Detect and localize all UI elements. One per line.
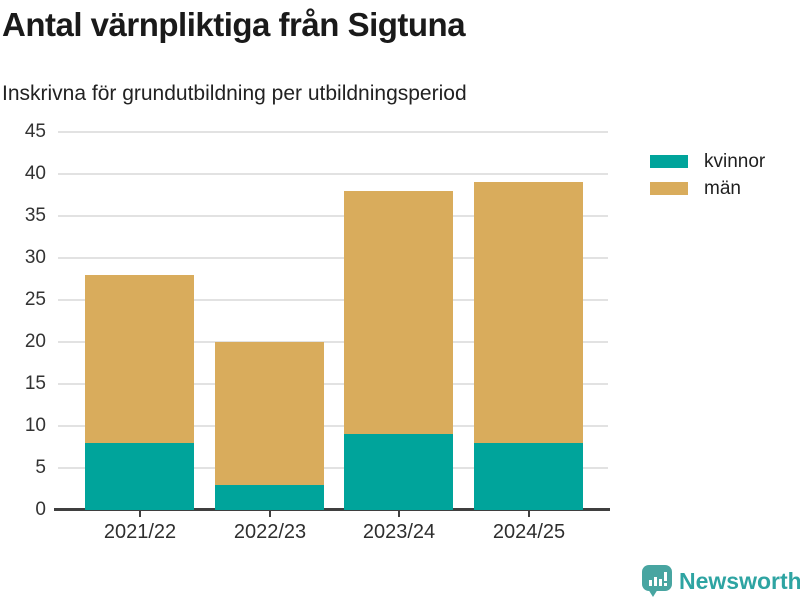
x-tick-2024/25 — [528, 511, 530, 517]
gridline-y-40 — [58, 173, 608, 175]
y-axis-label-45: 45 — [24, 121, 46, 142]
x-tick-2023/24 — [398, 511, 400, 517]
legend: kvinnor män — [650, 148, 765, 202]
legend-swatch-kvinnor — [650, 155, 688, 168]
y-axis-label-20: 20 — [24, 331, 46, 352]
y-axis-label-30: 30 — [24, 247, 46, 268]
bar-segment-män-2021/22 — [85, 275, 194, 443]
bar-segment-kvinnor-2021/22 — [85, 443, 194, 510]
chart-subtitle: Inskrivna för grundutbildning per utbild… — [2, 82, 467, 105]
bar-segment-kvinnor-2023/24 — [344, 434, 453, 510]
x-axis-label-2021/22: 2021/22 — [103, 521, 177, 543]
newsworthy-wordmark: Newsworthy — [679, 568, 800, 594]
x-tick-2022/23 — [269, 511, 271, 517]
x-axis-label-2022/23: 2022/23 — [233, 521, 307, 543]
chart-title: Antal värnpliktiga från Sigtuna — [2, 6, 466, 43]
legend-label-man: män — [704, 177, 741, 199]
x-axis-label-2023/24: 2023/24 — [362, 521, 436, 543]
legend-item-man: män — [650, 175, 765, 202]
y-axis-label-15: 15 — [24, 373, 46, 394]
gridline-y-5 — [58, 467, 608, 469]
y-axis-label-40: 40 — [24, 163, 46, 184]
legend-item-kvinnor: kvinnor — [650, 148, 765, 175]
gridline-y-15 — [58, 383, 608, 385]
bar-segment-män-2024/25 — [474, 182, 583, 443]
gridline-y-25 — [58, 299, 608, 301]
x-axis-label-2024/25: 2024/25 — [492, 521, 566, 543]
bar-segment-kvinnor-2024/25 — [474, 443, 583, 510]
gridline-y-20 — [58, 341, 608, 343]
legend-swatch-man — [650, 182, 688, 195]
gridline-y-35 — [58, 215, 608, 217]
bar-chart-bubble-icon — [642, 564, 672, 598]
bar-segment-kvinnor-2022/23 — [215, 485, 324, 510]
x-tick-2021/22 — [139, 511, 141, 517]
y-axis-label-25: 25 — [24, 289, 46, 310]
x-axis-line — [54, 508, 610, 511]
y-axis-label-35: 35 — [24, 205, 46, 226]
newsworthy-logo: Newsworthy — [642, 563, 800, 599]
bar-segment-män-2022/23 — [215, 342, 324, 485]
gridline-y-45 — [58, 131, 608, 133]
y-axis-label-5: 5 — [35, 457, 46, 478]
legend-label-kvinnor: kvinnor — [704, 150, 766, 172]
y-axis-label-10: 10 — [24, 415, 46, 436]
gridline-y-10 — [58, 425, 608, 427]
gridline-y-30 — [58, 257, 608, 259]
y-axis-label-0: 0 — [35, 499, 46, 520]
bar-segment-män-2023/24 — [344, 191, 453, 434]
